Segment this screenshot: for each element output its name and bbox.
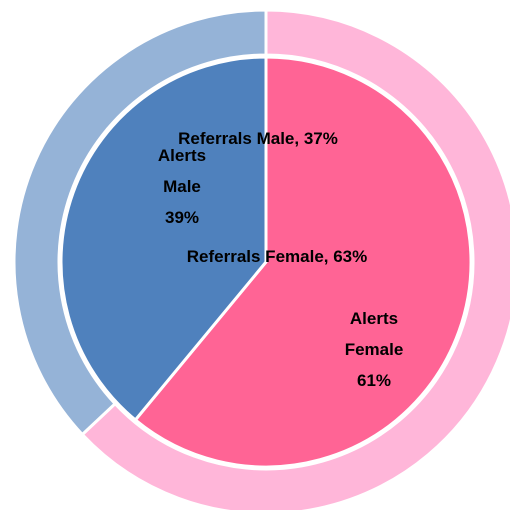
- data-label-line: 39%: [165, 208, 199, 227]
- data-label: Alerts Female 61%: [345, 309, 404, 390]
- data-label: Alerts Male 39%: [158, 146, 206, 227]
- data-label-line: Alerts: [158, 146, 206, 165]
- data-label-line: 61%: [357, 371, 391, 390]
- data-label-line: Referrals Female, 63%: [187, 247, 368, 266]
- data-label-line: Female: [345, 340, 404, 359]
- ring-slice: [80, 8, 510, 510]
- pie-slice: [59, 55, 268, 423]
- ring-slice: [12, 8, 268, 437]
- data-label: Referrals Female, 63%: [187, 247, 368, 266]
- data-label: Referrals Male, 37%: [178, 129, 338, 148]
- data-label-line: Male: [163, 177, 201, 196]
- data-label-line: Referrals Male, 37%: [178, 129, 338, 148]
- pie-slice: [133, 55, 473, 469]
- data-label-line: Alerts: [350, 309, 398, 328]
